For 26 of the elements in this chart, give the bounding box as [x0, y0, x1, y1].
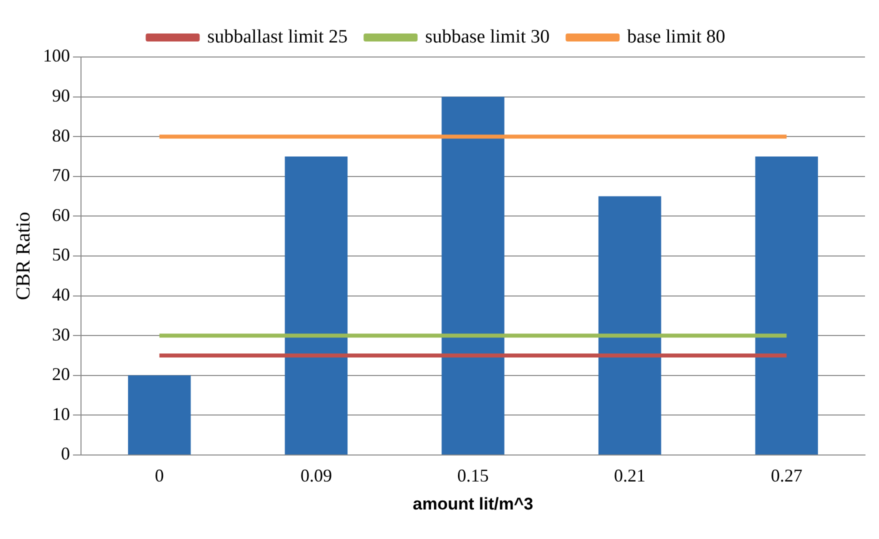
bar: [284, 156, 348, 454]
y-tick-label: 90: [52, 86, 70, 106]
y-tick-label: 80: [52, 125, 70, 146]
legend-label: base limit 80: [627, 26, 726, 48]
y-tick-label: 0: [61, 444, 70, 464]
x-tick-label: 0.15: [457, 466, 489, 486]
x-axis-title: amount lit/m^3: [412, 494, 534, 514]
y-tick-label: 40: [52, 284, 70, 305]
y-tick-label: 60: [52, 204, 70, 225]
bar: [128, 375, 191, 454]
x-tick-label: 0.21: [614, 466, 646, 486]
y-tick-label: 50: [52, 244, 70, 265]
legend-label: subbase limit 30: [425, 26, 550, 48]
y-tick-label: 20: [52, 364, 70, 384]
y-tick-label: 30: [52, 324, 70, 344]
legend-label: subballast limit 25: [207, 26, 348, 48]
bar: [755, 156, 818, 454]
y-tick-label: 70: [52, 165, 70, 186]
y-axis-title: CBR Ratio: [12, 212, 34, 300]
bar: [598, 196, 662, 454]
bar: [442, 96, 504, 454]
x-tick-label: 0: [154, 466, 164, 486]
x-tick-label: 0.27: [770, 466, 802, 486]
x-tick-label: 0.09: [300, 466, 332, 486]
y-tick-label: 100: [43, 46, 70, 66]
y-tick-label: 10: [52, 404, 70, 424]
